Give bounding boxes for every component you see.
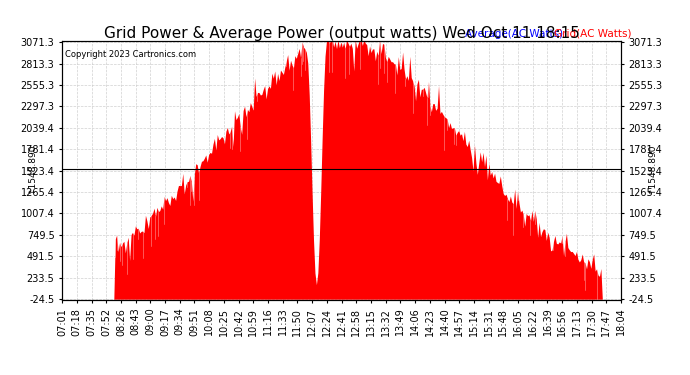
Text: ↑1548.890: ↑1548.890	[27, 143, 36, 194]
Text: Grid(AC Watts): Grid(AC Watts)	[554, 28, 631, 39]
Text: Average(AC Watts): Average(AC Watts)	[464, 28, 562, 39]
Text: Copyright 2023 Cartronics.com: Copyright 2023 Cartronics.com	[65, 50, 196, 59]
Title: Grid Power & Average Power (output watts) Wed Oct 11 18:15: Grid Power & Average Power (output watts…	[104, 26, 580, 41]
Text: ↑1548.890: ↑1548.890	[647, 143, 656, 194]
